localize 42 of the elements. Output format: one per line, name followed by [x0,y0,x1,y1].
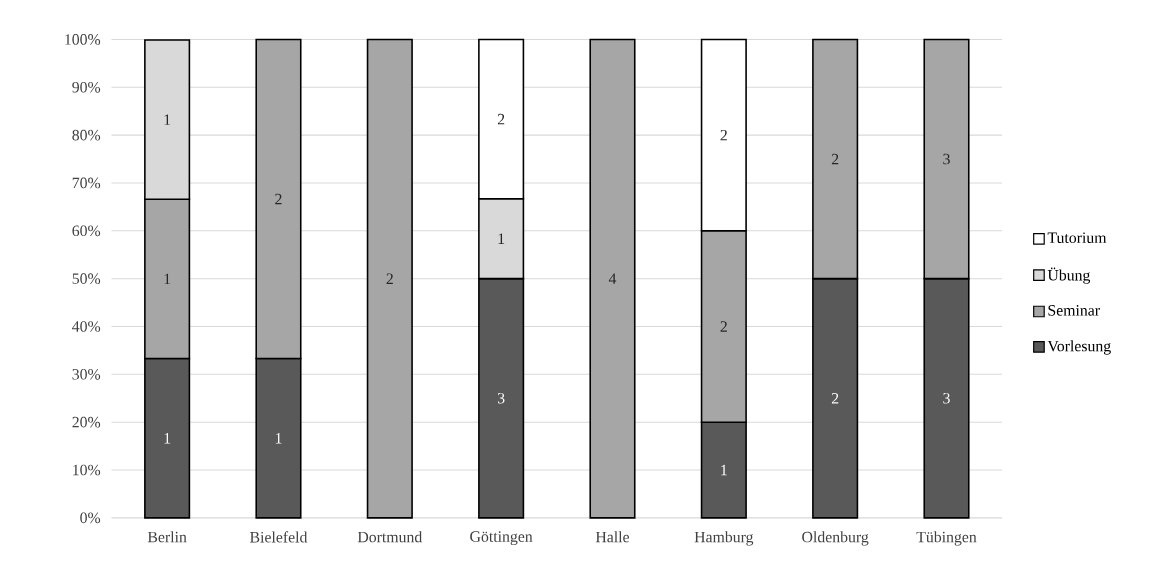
x-tick-label: Hamburg [694,531,754,546]
y-tick-label: 0% [80,512,101,524]
legend-label: Seminar [1048,305,1100,316]
annotation: 1 [164,273,171,285]
annotation: 1 [275,432,282,444]
y-tick-label: 50% [72,273,101,284]
annotation: 3 [943,153,950,165]
annotation: 2 [497,113,505,125]
y-tick-label: 30% [72,368,101,380]
annotation: 3 [943,392,950,404]
annotation: 4 [608,273,617,284]
annotation: 2 [831,153,839,165]
x-tick-label: Göttingen [470,531,533,546]
annotation: 1 [164,432,171,444]
x-tick-label: Bielefeld [250,531,308,543]
annotation: 1 [498,233,505,244]
annotation: 2 [386,273,393,284]
y-tick-label: 80% [72,129,101,141]
x-tick-label: Berlin [147,531,187,543]
y-tick-label: 40% [72,321,101,332]
bar [589,38,636,519]
annotation: 2 [831,392,839,404]
annotation: 2 [275,193,282,205]
bar [366,38,413,519]
annotation: 3 [497,392,505,404]
y-tick-label: 90% [72,81,101,93]
x-tick-label: Tübingen [916,531,977,546]
legend-label: Übung [1047,267,1091,284]
legend-label: Vorlesung [1047,340,1111,355]
x-tick-label: Oldenburg [802,531,869,546]
y-tick-label: 100% [65,34,101,45]
y-tick-label: 70% [72,177,101,189]
annotation: 2 [720,321,727,332]
y-tick-label: 10% [73,464,101,476]
annotation: 2 [720,129,727,141]
y-tick-label: 20% [72,416,101,428]
legend-label: Tutorium [1047,232,1107,243]
annotation: 1 [721,464,727,476]
x-tick-label: Dortmund [357,531,423,543]
x-tick-label: Halle [595,531,630,543]
y-tick-label: 60% [72,225,101,237]
annotation: 1 [164,114,171,125]
